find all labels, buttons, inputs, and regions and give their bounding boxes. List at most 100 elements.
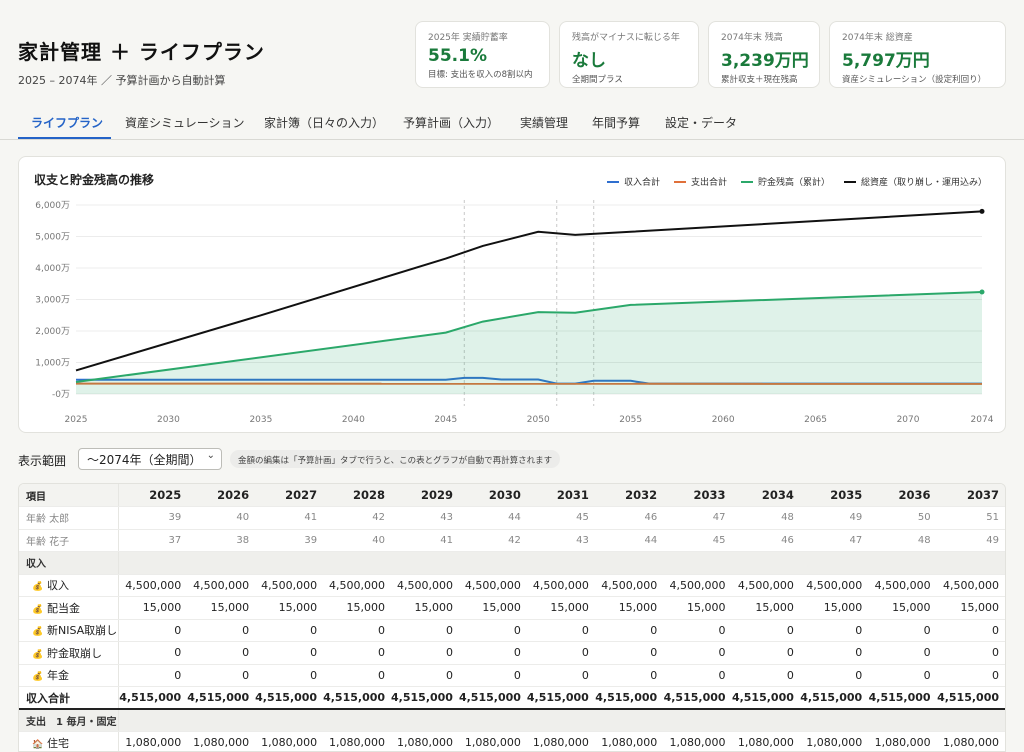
x-tick-label: 2050	[527, 415, 550, 425]
table-cell: 1,080,000	[323, 731, 392, 751]
kpi-card-balance: 2074年末 残高 3,239万円 累計収支＋現在残高	[708, 21, 820, 88]
row-label: 💰 年金	[19, 664, 120, 687]
table-cell: 46	[594, 506, 664, 530]
header-year: 2033	[663, 484, 732, 507]
table-cell: 0	[118, 641, 188, 665]
table-cell: 1,080,000	[799, 731, 869, 751]
x-tick-label: 2045	[434, 415, 457, 425]
legend-item-expense[interactable]: 支出合計	[673, 175, 727, 188]
table-cell: 44	[458, 506, 527, 530]
header-year: 2028	[323, 484, 392, 507]
money-bag-icon: 💰	[32, 672, 44, 683]
table-cell: 4,515,000	[936, 686, 1005, 710]
table-cell: 4,515,000	[187, 686, 256, 710]
row-label: 年齢 花子	[19, 529, 120, 552]
kpi-label: 2074年末 総資産	[842, 33, 913, 43]
tab-annual-budget[interactable]: 年間予算	[592, 116, 641, 130]
table-cell: 15,000	[663, 596, 732, 620]
app-title: 家計管理 ＋ ライフプラン	[18, 40, 265, 64]
tab-budget-plan[interactable]: 予算計画（入力）	[403, 116, 500, 130]
life-plan-table-container[interactable]: 項目 2025 2026 2027 2028 2029 2030 2031 2032 2033 20…	[18, 483, 1006, 752]
section-label: 支出 1 毎月・固定	[19, 709, 120, 732]
house-icon: 🏠	[32, 739, 44, 750]
kpi-value: 3,239万円	[721, 51, 809, 71]
table-cell: 4,515,000	[391, 686, 459, 710]
tab-asset-simulation[interactable]: 資産シミュレーション	[125, 116, 245, 130]
table-cell: 0	[391, 641, 459, 665]
header-year: 2036	[868, 484, 937, 507]
tab-household-ledger[interactable]: 家計簿（日々の入力）	[264, 116, 385, 130]
table-row-age: 年齢 太郎 39 40 41 42 43 44 45 46 47 48 49 50 51	[19, 506, 1005, 530]
table-row-data: 💰 収入 4,500,000 4,500,000 4,500,000 4,500,000 4…	[19, 574, 1005, 597]
table-cell: 15,000	[118, 596, 188, 620]
section-label: 収入	[19, 551, 120, 575]
header-year: 2026	[187, 484, 256, 507]
legend-label: 貯金残高（累計）	[757, 178, 830, 188]
table-row-age: 年齢 花子 37 38 39 40 41 42 43 44 45 46 47 48 49	[19, 529, 1005, 552]
legend-swatch	[673, 180, 686, 183]
table-cell: 4,500,000	[868, 574, 937, 597]
table-cell: 39	[118, 506, 188, 530]
table-cell: 4,515,000	[458, 686, 527, 710]
table-cell: 0	[526, 641, 595, 665]
row-label-text: 貯金取崩し	[47, 646, 102, 660]
table-cell: 42	[323, 506, 392, 530]
table-cell: 0	[391, 664, 459, 687]
legend-item-savings[interactable]: 貯金残高（累計）	[740, 175, 830, 188]
table-cell: 40	[323, 529, 392, 552]
table-cell: 4,515,000	[526, 686, 595, 710]
table-cell: 0	[799, 619, 869, 642]
table-cell: 48	[731, 506, 800, 530]
table-cell: 4,500,000	[187, 574, 256, 597]
table-cell: 0	[187, 641, 256, 665]
tab-settings-data[interactable]: 設定・データ	[665, 116, 738, 130]
table-cell: 1,080,000	[936, 731, 1005, 751]
header-year: 2031	[526, 484, 595, 507]
table-cell: 1,080,000	[868, 731, 937, 751]
y-tick-label: 2,000万	[35, 327, 70, 337]
money-bag-icon: 💰	[32, 649, 44, 660]
kpi-card-negative-year: 残高がマイナスに転じる年 なし 全期間プラス	[559, 21, 699, 88]
table-cell: 0	[255, 641, 324, 665]
table-cell: 4,515,000	[868, 686, 937, 710]
table-cell: 15,000	[799, 596, 869, 620]
table-cell: 0	[526, 619, 595, 642]
tab-life-plan[interactable]: ライフプラン	[31, 116, 104, 130]
table-cell: 4,500,000	[799, 574, 869, 597]
table-cell: 4,500,000	[936, 574, 1005, 597]
series-endpoint-savings	[979, 289, 985, 295]
table-cell: 1,080,000	[391, 731, 459, 751]
table-cell: 49	[799, 506, 869, 530]
x-tick-label: 2035	[249, 415, 272, 425]
row-label: 年齢 太郎	[19, 506, 120, 530]
legend-item-income[interactable]: 収入合計	[606, 175, 660, 188]
table-cell: 51	[936, 506, 1005, 530]
table-cell: 0	[936, 619, 1005, 642]
table-cell: 0	[526, 664, 595, 687]
table-cell: 15,000	[594, 596, 664, 620]
row-label: 🏠 住宅	[19, 731, 120, 751]
row-label-text: 配当金	[47, 601, 80, 615]
tab-actuals[interactable]: 実績管理	[520, 116, 569, 130]
table-cell: 45	[663, 529, 732, 552]
row-label: 💰 新NISA取崩し	[19, 619, 120, 642]
table-cell: 1,080,000	[594, 731, 664, 751]
table-cell: 0	[255, 664, 324, 687]
section-fill	[118, 709, 1005, 732]
table-cell: 40	[187, 506, 256, 530]
x-tick-label: 2025	[65, 415, 88, 425]
header-year: 2037	[936, 484, 1005, 507]
kpi-note: 資産シミュレーション（設定利回り）	[842, 75, 987, 85]
table-cell: 0	[799, 664, 869, 687]
table-cell: 1,080,000	[118, 731, 188, 751]
table-cell: 0	[868, 664, 937, 687]
table-cell: 0	[868, 641, 937, 665]
kpi-label: 2025年 実績貯蓄率	[428, 33, 508, 43]
range-select[interactable]: 〜2074年（全期間） ⌄	[78, 448, 222, 470]
table-cell: 39	[255, 529, 324, 552]
header-year: 2034	[731, 484, 800, 507]
legend-item-total-assets[interactable]: 総資産（取り崩し・運用込み）	[843, 175, 987, 188]
table-cell: 0	[731, 641, 800, 665]
table-cell: 42	[458, 529, 527, 552]
table-cell: 0	[323, 664, 392, 687]
